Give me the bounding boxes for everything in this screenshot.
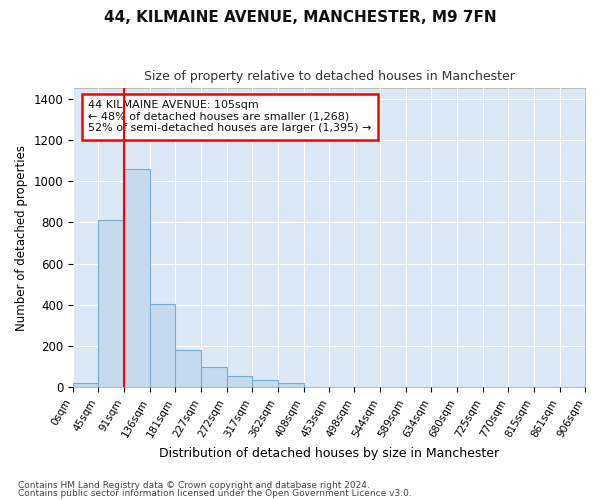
Text: 44, KILMAINE AVENUE, MANCHESTER, M9 7FN: 44, KILMAINE AVENUE, MANCHESTER, M9 7FN (104, 10, 496, 25)
Bar (98, 220, 124, 388)
Text: Contains HM Land Registry data © Crown copyright and database right 2024.: Contains HM Land Registry data © Crown c… (18, 480, 370, 490)
Text: Contains public sector information licensed under the Open Government Licence v3: Contains public sector information licen… (18, 489, 412, 498)
Y-axis label: Number of detached properties: Number of detached properties (15, 145, 28, 331)
Bar (252, 380, 278, 388)
Text: 44 KILMAINE AVENUE: 105sqm
← 48% of detached houses are smaller (1,268)
52% of s: 44 KILMAINE AVENUE: 105sqm ← 48% of deta… (88, 100, 372, 134)
Bar (278, 383, 304, 388)
Bar (73, 383, 98, 388)
Bar (202, 367, 227, 388)
Bar (227, 376, 252, 388)
Bar (175, 350, 202, 388)
X-axis label: Distribution of detached houses by size in Manchester: Distribution of detached houses by size … (159, 447, 499, 460)
Bar (124, 169, 150, 388)
Bar (150, 304, 175, 388)
Title: Size of property relative to detached houses in Manchester: Size of property relative to detached ho… (143, 70, 514, 83)
